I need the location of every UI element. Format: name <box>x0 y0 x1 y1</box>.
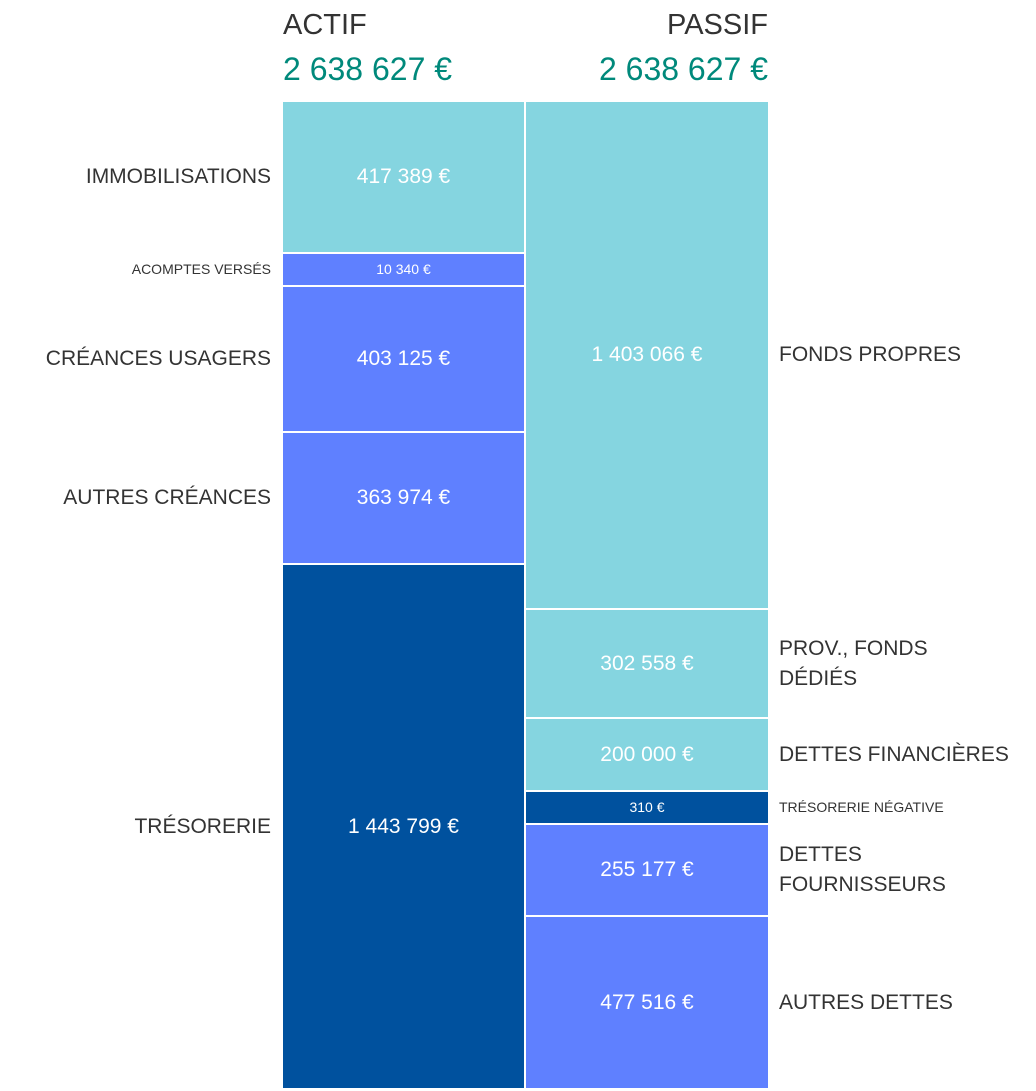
column-total: 2 638 627 € <box>598 51 768 87</box>
segment: 1 403 066 € <box>526 102 768 608</box>
value-label: 200 000 € <box>600 742 694 766</box>
segment-label: CRÉANCES USAGERS <box>45 346 271 370</box>
value-label: 10 340 € <box>376 261 431 278</box>
segment-label: TRÉSORERIE <box>134 814 271 838</box>
segment: 310 € <box>526 791 768 823</box>
column-total: 2 638 627 € <box>283 51 453 87</box>
column-title: ACTIF <box>283 9 367 41</box>
value-label: 1 403 066 € <box>591 342 703 366</box>
segment: 1 443 799 € <box>283 565 524 1088</box>
segment-label: TRÉSORERIE NÉGATIVE <box>779 799 944 816</box>
segment: 403 125 € <box>283 286 524 432</box>
segment: 477 516 € <box>526 917 768 1088</box>
value-label: 403 125 € <box>356 346 451 370</box>
segment: 10 340 € <box>283 253 524 285</box>
segment: 417 389 € <box>283 102 524 252</box>
value-label: 417 389 € <box>356 164 451 188</box>
segment: 200 000 € <box>526 719 768 790</box>
value-label: 255 177 € <box>600 857 694 881</box>
segment: 302 558 € <box>526 609 768 718</box>
value-label: 302 558 € <box>600 651 694 675</box>
segment-label: DETTES FINANCIÈRES <box>779 742 1009 766</box>
segment-label: PROV., FONDS DÉDIÉS <box>779 636 928 690</box>
segment-label: ACOMPTES VERSÉS <box>131 261 271 278</box>
segment-label: DETTES FOURNISSEURS <box>779 842 946 896</box>
value-label: 310 € <box>629 799 665 816</box>
value-label: 363 974 € <box>356 486 451 510</box>
segment-label: AUTRES CRÉANCES <box>63 486 271 510</box>
segment-label: IMMOBILISATIONS <box>85 164 271 188</box>
segment: 363 974 € <box>283 433 524 564</box>
segment-label: AUTRES DETTES <box>779 990 953 1014</box>
column-title: PASSIF <box>667 9 768 41</box>
segment: 255 177 € <box>526 824 768 916</box>
segment-label: FONDS PROPRES <box>779 342 962 366</box>
value-label: 1 443 799 € <box>348 814 459 838</box>
value-label: 477 516 € <box>600 990 694 1014</box>
